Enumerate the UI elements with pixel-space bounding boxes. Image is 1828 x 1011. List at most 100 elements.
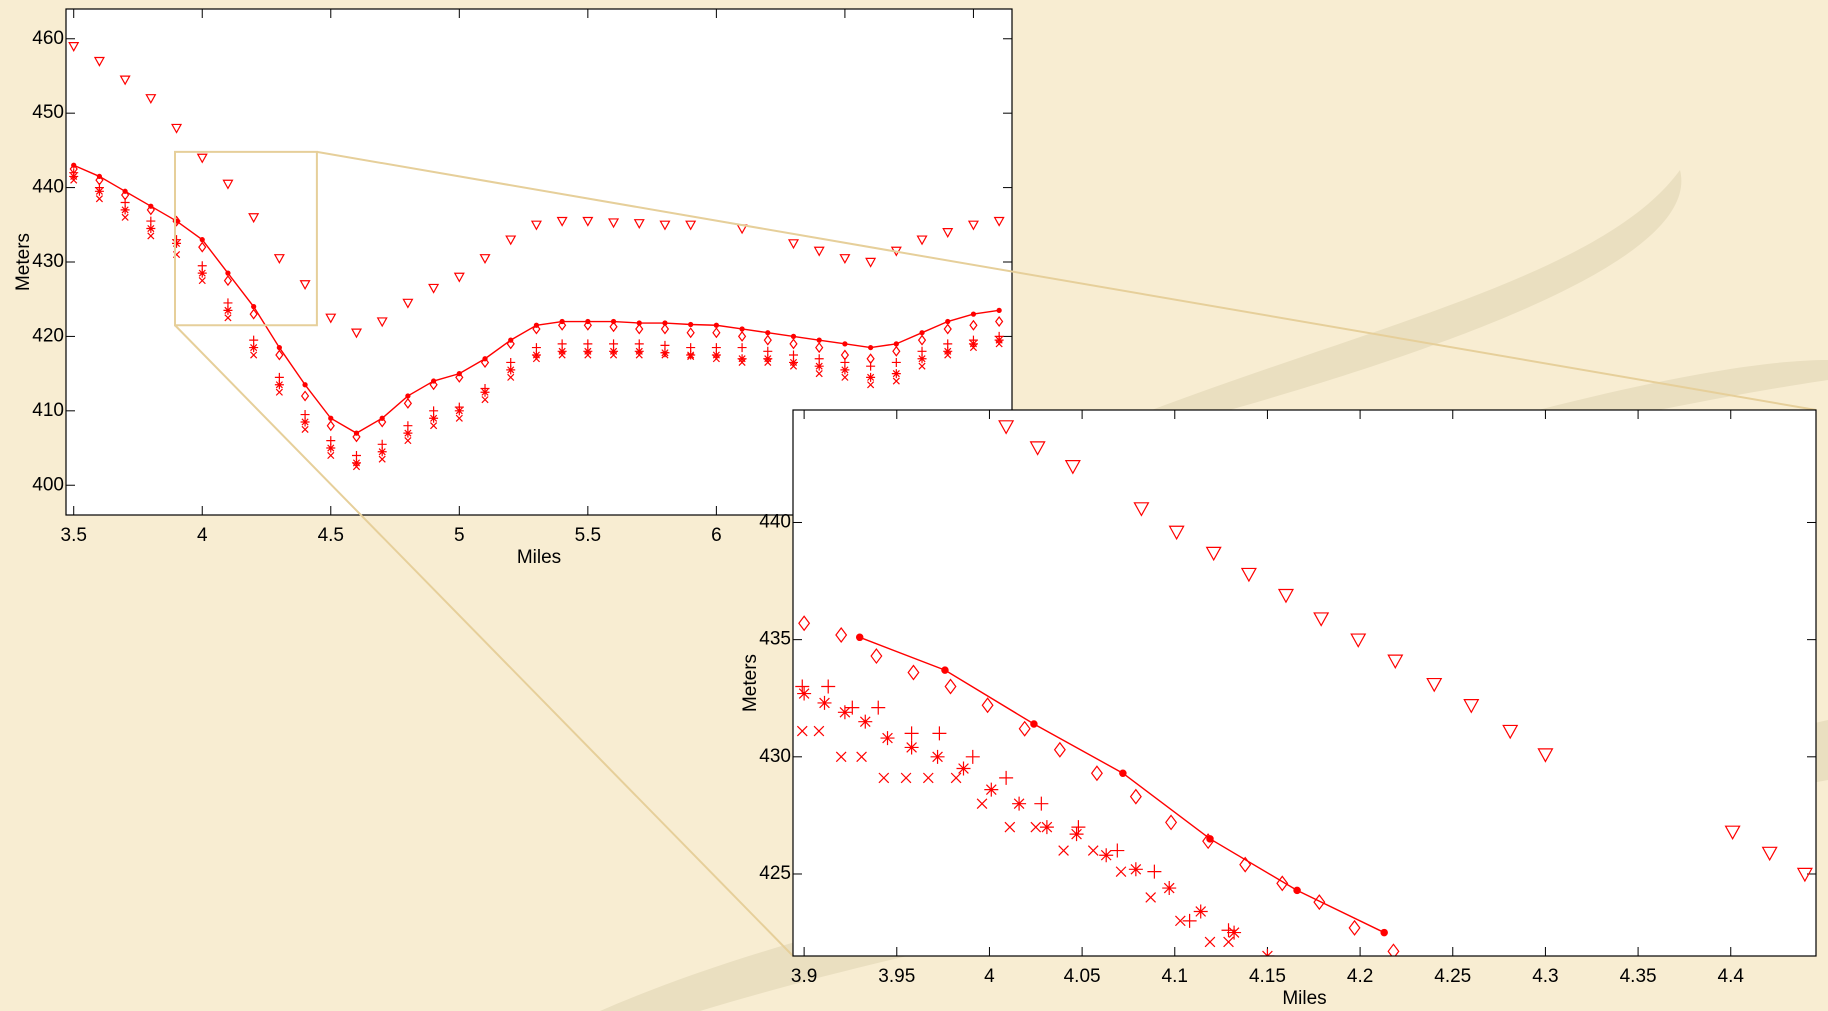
marker-diamond [943,323,952,335]
marker-triangle-down [1761,846,1778,862]
x-tick-label: 4.25 [1434,966,1471,987]
marker-cross [121,213,129,221]
marker-asterisk [351,458,361,468]
marker-asterisk [711,350,721,360]
marker-triangle-down [633,219,645,230]
marker-asterisk [686,350,696,360]
marker-asterisk [917,354,927,364]
x-axis-label: Miles [517,547,561,568]
marker-diamond [969,319,978,331]
marker-triangle-down [1537,748,1554,763]
zoom-box [173,150,318,327]
marker-diamond [275,349,284,361]
marker-triangle-down [530,220,542,231]
marker-cross [532,355,541,363]
marker-cross [1058,845,1069,856]
marker-dot [688,321,694,328]
marker-diamond [146,204,155,216]
marker-triangle-down [248,213,260,224]
marker-diamond [429,379,438,391]
marker-plus [1034,796,1049,811]
marker-plus [845,700,860,715]
y-tick-label: 410 [32,400,64,421]
marker-dot [893,341,899,347]
marker-triangle-down [1277,588,1294,604]
plot-area [793,410,1816,956]
marker-diamond [403,397,413,409]
marker-diamond [455,371,464,383]
marker-dot [816,337,822,343]
x-tick-label: 4 [197,525,208,546]
marker-dot [713,322,719,328]
y-tick-label: 420 [32,325,64,346]
marker-asterisk [403,428,413,438]
marker-asterisk [634,346,644,356]
marker-plus [891,357,901,367]
marker-triangle-down [1387,654,1404,669]
marker-plus [932,726,947,741]
x-tick-label: 3.95 [878,966,915,987]
data-layer [68,42,1005,471]
marker-asterisk [788,357,798,367]
marker-cross [764,358,772,367]
marker-asterisk [326,443,336,453]
marker-diamond [1313,894,1326,911]
marker-cross [198,277,206,285]
marker-diamond [981,697,994,714]
marker-cross [430,422,438,430]
marker-dot [225,270,231,276]
marker-asterisk [69,171,79,181]
inset-chart: 3.9 3.95 4 4.05 4.1 4.15 4.2 4.25 4.3 4.35 4.4 425 4… [740,409,1817,1009]
marker-diamond [815,342,824,354]
marker-asterisk [1039,820,1054,835]
marker-triangle-down [1168,525,1185,541]
marker-triangle-down [1133,502,1150,517]
marker-triangle-down [1064,460,1081,475]
marker-triangle-down [119,75,131,86]
marker-triangle-down [350,328,363,339]
marker-asterisk [968,339,978,349]
x-tick-label: 4.35 [1620,966,1657,987]
marker-triangle-down [916,235,928,246]
marker-cross [70,176,78,184]
marker-triangle-down [1205,546,1222,562]
marker-cross [841,373,849,381]
marker-dot [199,237,205,243]
marker-cross [481,396,489,404]
marker-cross [455,414,463,422]
marker-cross [892,377,900,385]
marker-diamond [300,390,310,402]
marker-diamond [944,678,957,695]
marker-triangle-down [865,257,877,268]
marker-cross [352,463,361,471]
marker-triangle-down [608,218,620,229]
marker-dot [945,318,951,325]
marker-cross [584,351,592,359]
marker-plus [999,770,1014,785]
marker-cross [856,751,867,763]
marker-diamond [1202,833,1215,850]
marker-cross [712,355,720,363]
marker-cross [609,351,618,359]
marker-triangle-down [1029,441,1046,456]
marker-diamond [609,321,618,333]
marker-diamond [737,330,747,342]
marker-diamond [1018,720,1031,737]
marker-cross [635,351,643,359]
marker-cross [327,451,335,460]
marker-dot [919,330,925,336]
marker-diamond [798,615,811,632]
marker-triangle-down [1426,677,1443,693]
marker-asterisk [1162,881,1177,896]
marker-diamond [686,327,695,339]
marker-asterisk [943,346,953,356]
marker-cross [558,351,566,359]
zoom-connector [316,150,1817,411]
marker-diamond [352,431,361,443]
marker-diamond [763,334,772,346]
marker-asterisk [763,354,773,364]
x-tick-label: 4.15 [1249,966,1286,987]
marker-asterisk [609,346,619,356]
marker-cross [1004,821,1016,833]
